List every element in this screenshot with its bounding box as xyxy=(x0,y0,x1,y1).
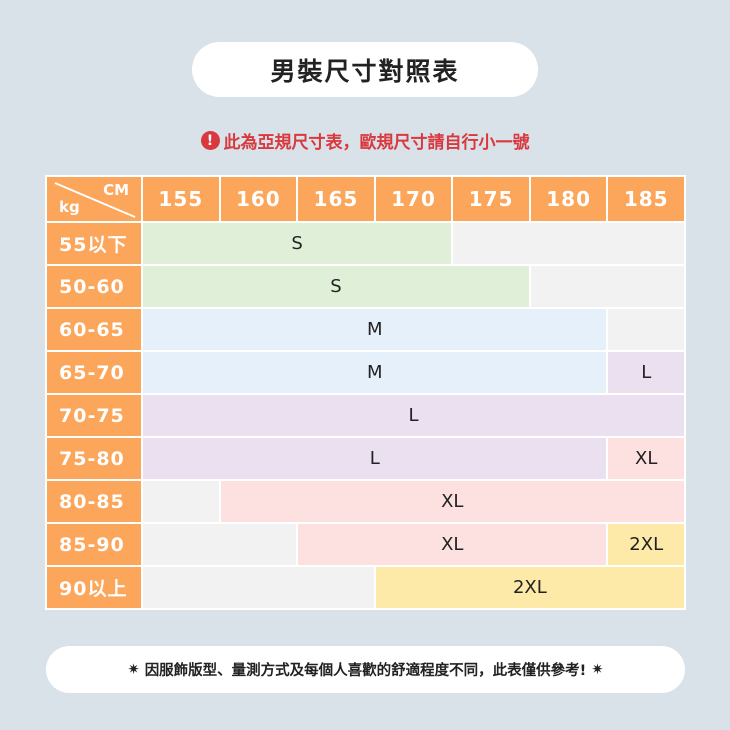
height-header: 180 xyxy=(530,177,607,221)
weight-header: 50-60 xyxy=(47,266,141,307)
empty-cell xyxy=(453,223,684,264)
height-header: 175 xyxy=(453,177,529,221)
weight-header: 80-85 xyxy=(47,481,141,522)
warning-note: ! 此為亞規尺寸表，歐規尺寸請自行小一號 xyxy=(0,128,730,153)
size-cell: 2XL xyxy=(608,524,684,565)
diagonal-line xyxy=(54,182,136,218)
size-cell: M xyxy=(143,309,607,350)
size-cell: XL xyxy=(608,438,684,479)
size-cell: L xyxy=(608,352,684,393)
weight-header: 70-75 xyxy=(47,395,141,436)
size-cell: M xyxy=(143,352,607,393)
size-table: CM kg 155 160 165 170 175 180 185 55以下 S 50-60 S 60… xyxy=(45,175,686,610)
weight-header: 55以下 xyxy=(47,223,141,264)
height-header: 160 xyxy=(220,177,297,221)
asterisk-burst-icon: ✷ xyxy=(127,661,145,678)
empty-cell xyxy=(608,309,684,350)
weight-header: 85-90 xyxy=(47,524,141,565)
footer-text: 因服飾版型、量測方式及每個人喜歡的舒適程度不同，此表僅供參考! xyxy=(144,663,587,679)
empty-cell xyxy=(530,266,684,307)
asterisk-burst-icon: ✷ xyxy=(586,661,604,678)
empty-cell xyxy=(143,567,374,608)
weight-header: 65-70 xyxy=(47,352,141,393)
size-cell: L xyxy=(143,395,684,436)
height-header: 185 xyxy=(608,177,684,221)
weight-header: 75-80 xyxy=(47,438,141,479)
size-cell: XL xyxy=(298,524,607,565)
warning-text: 此為亞規尺寸表，歐規尺寸請自行小一號 xyxy=(223,133,530,153)
size-cell: S xyxy=(143,266,529,307)
height-header: 165 xyxy=(298,177,374,221)
size-cell: 2XL xyxy=(375,567,684,608)
size-cell: S xyxy=(143,223,452,264)
size-cell: L xyxy=(143,438,607,479)
page-title: 男裝尺寸對照表 xyxy=(192,42,538,97)
exclamation-circle-icon: ! xyxy=(200,131,220,150)
footer-note: ✷ 因服飾版型、量測方式及每個人喜歡的舒適程度不同，此表僅供參考! ✷ xyxy=(46,646,685,693)
empty-cell xyxy=(143,481,219,522)
height-header: 155 xyxy=(143,177,219,221)
corner-header: CM kg xyxy=(47,177,141,221)
empty-cell xyxy=(143,524,297,565)
weight-header: 60-65 xyxy=(47,309,141,350)
height-header: 170 xyxy=(375,177,452,221)
weight-header: 90以上 xyxy=(47,567,141,608)
height-unit-label: CM xyxy=(103,181,129,199)
size-cell: XL xyxy=(220,481,684,522)
weight-unit-label: kg xyxy=(59,198,80,216)
